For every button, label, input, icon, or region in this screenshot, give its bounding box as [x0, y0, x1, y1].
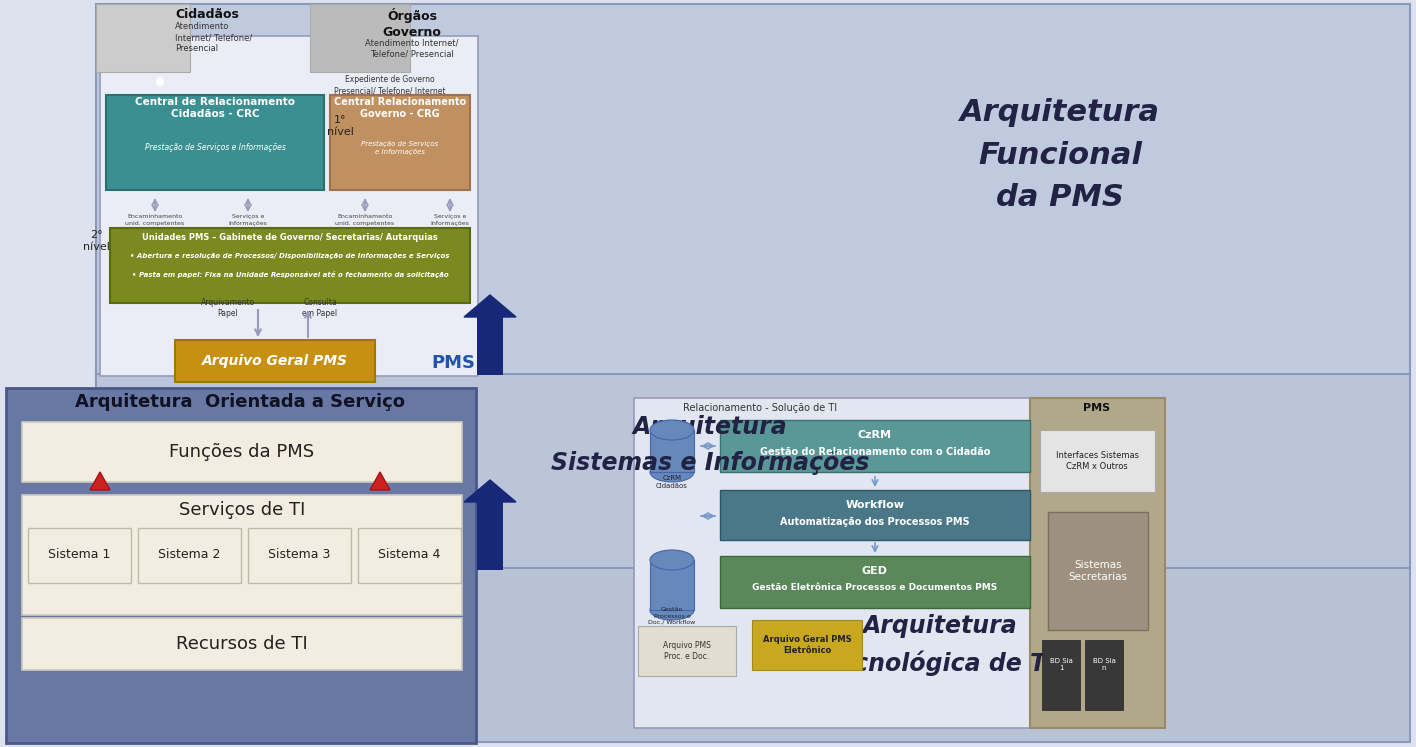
Text: Sistema 4: Sistema 4 — [378, 548, 440, 562]
Bar — [96, 4, 190, 72]
Bar — [176, 340, 375, 382]
Polygon shape — [370, 472, 389, 490]
Bar — [634, 398, 1136, 728]
Bar — [1048, 512, 1148, 630]
Text: BD Sia
n: BD Sia n — [1093, 658, 1116, 672]
Text: CzRM
Cidadãos: CzRM Cidadãos — [656, 475, 688, 489]
Text: Unidades PMS – Gabinete de Governo/ Secretarias/ Autarquias: Unidades PMS – Gabinete de Governo/ Secr… — [142, 232, 438, 241]
Text: 2°
nível: 2° nível — [82, 230, 109, 252]
Bar — [1085, 640, 1123, 710]
Bar — [477, 502, 503, 570]
Text: Encaminhamento
unid. competentes: Encaminhamento unid. competentes — [126, 214, 184, 226]
Text: Gestão do Relacionamento com o Cidadão: Gestão do Relacionamento com o Cidadão — [760, 447, 990, 457]
Text: Central de Relacionamento
Cidadãos - CRC: Central de Relacionamento Cidadãos - CRC — [135, 97, 295, 120]
Bar — [1029, 398, 1165, 728]
Text: Arquivo Geral PMS: Arquivo Geral PMS — [202, 354, 348, 368]
Bar — [23, 422, 462, 482]
Bar — [719, 490, 1029, 540]
Bar — [639, 626, 736, 676]
Ellipse shape — [650, 420, 694, 440]
Text: • Abertura e resolução de Processos/ Disponibilização de Informações e Serviços: • Abertura e resolução de Processos/ Dis… — [130, 253, 450, 259]
Text: Sistema 1: Sistema 1 — [48, 548, 110, 562]
Bar — [106, 95, 324, 190]
Text: Arquivo Geral PMS
Eletrônico: Arquivo Geral PMS Eletrônico — [763, 635, 851, 655]
Text: Prestação de Serviços
e Informações: Prestação de Serviços e Informações — [361, 141, 439, 155]
Text: 1°
nível: 1° nível — [327, 115, 354, 137]
Text: Interfaces Sistemas
CzRM x Outros: Interfaces Sistemas CzRM x Outros — [1055, 451, 1138, 471]
Ellipse shape — [650, 550, 694, 570]
Text: Cidadãos: Cidadãos — [176, 8, 239, 21]
Bar — [650, 430, 694, 472]
Bar — [23, 618, 462, 670]
Bar — [23, 495, 462, 615]
Text: Arquitetura
Tecnológica de TI: Arquitetura Tecnológica de TI — [826, 614, 1055, 676]
Text: Prestação de Serviços e Informações: Prestação de Serviços e Informações — [144, 143, 286, 152]
Text: Recursos de TI: Recursos de TI — [176, 635, 307, 653]
Text: Atendimento Internet/
Telefone/ Presencial: Atendimento Internet/ Telefone/ Presenci… — [365, 38, 459, 58]
Bar — [6, 388, 476, 743]
Bar — [752, 620, 862, 670]
Text: Atendimento
Internet/ Telefone/
Presencial: Atendimento Internet/ Telefone/ Presenci… — [176, 22, 252, 53]
Text: Automatização dos Processos PMS: Automatização dos Processos PMS — [780, 517, 970, 527]
Bar — [110, 228, 470, 303]
Bar — [96, 4, 1410, 379]
Text: Encaminhamento
unid. competentes: Encaminhamento unid. competentes — [336, 214, 395, 226]
Bar — [719, 420, 1029, 472]
Text: Sistema 3: Sistema 3 — [268, 548, 330, 562]
Bar — [719, 556, 1029, 608]
Text: GED: GED — [862, 566, 888, 576]
Text: BD Sia
1: BD Sia 1 — [1049, 658, 1072, 672]
Bar — [358, 528, 462, 583]
Ellipse shape — [650, 600, 694, 620]
Bar — [330, 95, 470, 190]
Text: PMS: PMS — [430, 354, 474, 372]
Bar — [1042, 640, 1080, 710]
Text: • Pasta em papel: Fixa na Unidade Responsável até o fechamento da solicitação: • Pasta em papel: Fixa na Unidade Respon… — [132, 270, 449, 277]
Text: Relacionamento - Solução de TI: Relacionamento - Solução de TI — [683, 403, 837, 413]
Bar — [96, 568, 1410, 742]
Bar — [1039, 430, 1155, 492]
Text: Órgãos
Governo: Órgãos Governo — [382, 8, 442, 39]
Bar — [101, 36, 479, 376]
Text: CzRM: CzRM — [858, 430, 892, 440]
Text: Serviços de TI: Serviços de TI — [178, 501, 306, 519]
Text: PMS: PMS — [1083, 403, 1110, 413]
Text: Arquivo PMS
Proc. e Doc.: Arquivo PMS Proc. e Doc. — [663, 641, 711, 661]
Text: Funções da PMS: Funções da PMS — [170, 443, 314, 461]
Text: Arquivamento
Papel: Arquivamento Papel — [201, 298, 255, 318]
Text: Workflow: Workflow — [845, 500, 905, 510]
Ellipse shape — [650, 462, 694, 482]
Text: Sistemas
Secretarias: Sistemas Secretarias — [1069, 560, 1127, 582]
Bar — [477, 317, 503, 375]
Bar — [310, 4, 411, 72]
Text: Expediente de Governo
Presencial/ Telefone/ Internet: Expediente de Governo Presencial/ Telefo… — [334, 75, 446, 95]
Polygon shape — [91, 472, 110, 490]
Text: Gestão
Processos e
Doc./ Workflow: Gestão Processos e Doc./ Workflow — [649, 607, 695, 624]
Polygon shape — [464, 480, 515, 502]
Text: Arquitetura
Sistemas e Informações: Arquitetura Sistemas e Informações — [551, 415, 869, 474]
Text: Gestão Eletrônica Processos e Documentos PMS: Gestão Eletrônica Processos e Documentos… — [752, 583, 998, 592]
Bar — [28, 528, 132, 583]
Text: Arquitetura
Funcional
da PMS: Arquitetura Funcional da PMS — [960, 98, 1160, 212]
Bar — [650, 560, 694, 610]
Bar — [96, 374, 1410, 569]
Bar — [248, 528, 351, 583]
Bar — [137, 528, 241, 583]
Text: Sistema 2: Sistema 2 — [157, 548, 219, 562]
Polygon shape — [464, 295, 515, 317]
Text: Consulta
em Papel: Consulta em Papel — [303, 298, 337, 318]
Text: Arquitetura  Orientada a Serviço: Arquitetura Orientada a Serviço — [75, 393, 405, 411]
Text: Serviços e
Informações: Serviços e Informações — [228, 214, 268, 226]
Text: Serviços e
Informações: Serviços e Informações — [430, 214, 470, 226]
Text: Central Relacionamento
Governo - CRG: Central Relacionamento Governo - CRG — [334, 97, 466, 120]
